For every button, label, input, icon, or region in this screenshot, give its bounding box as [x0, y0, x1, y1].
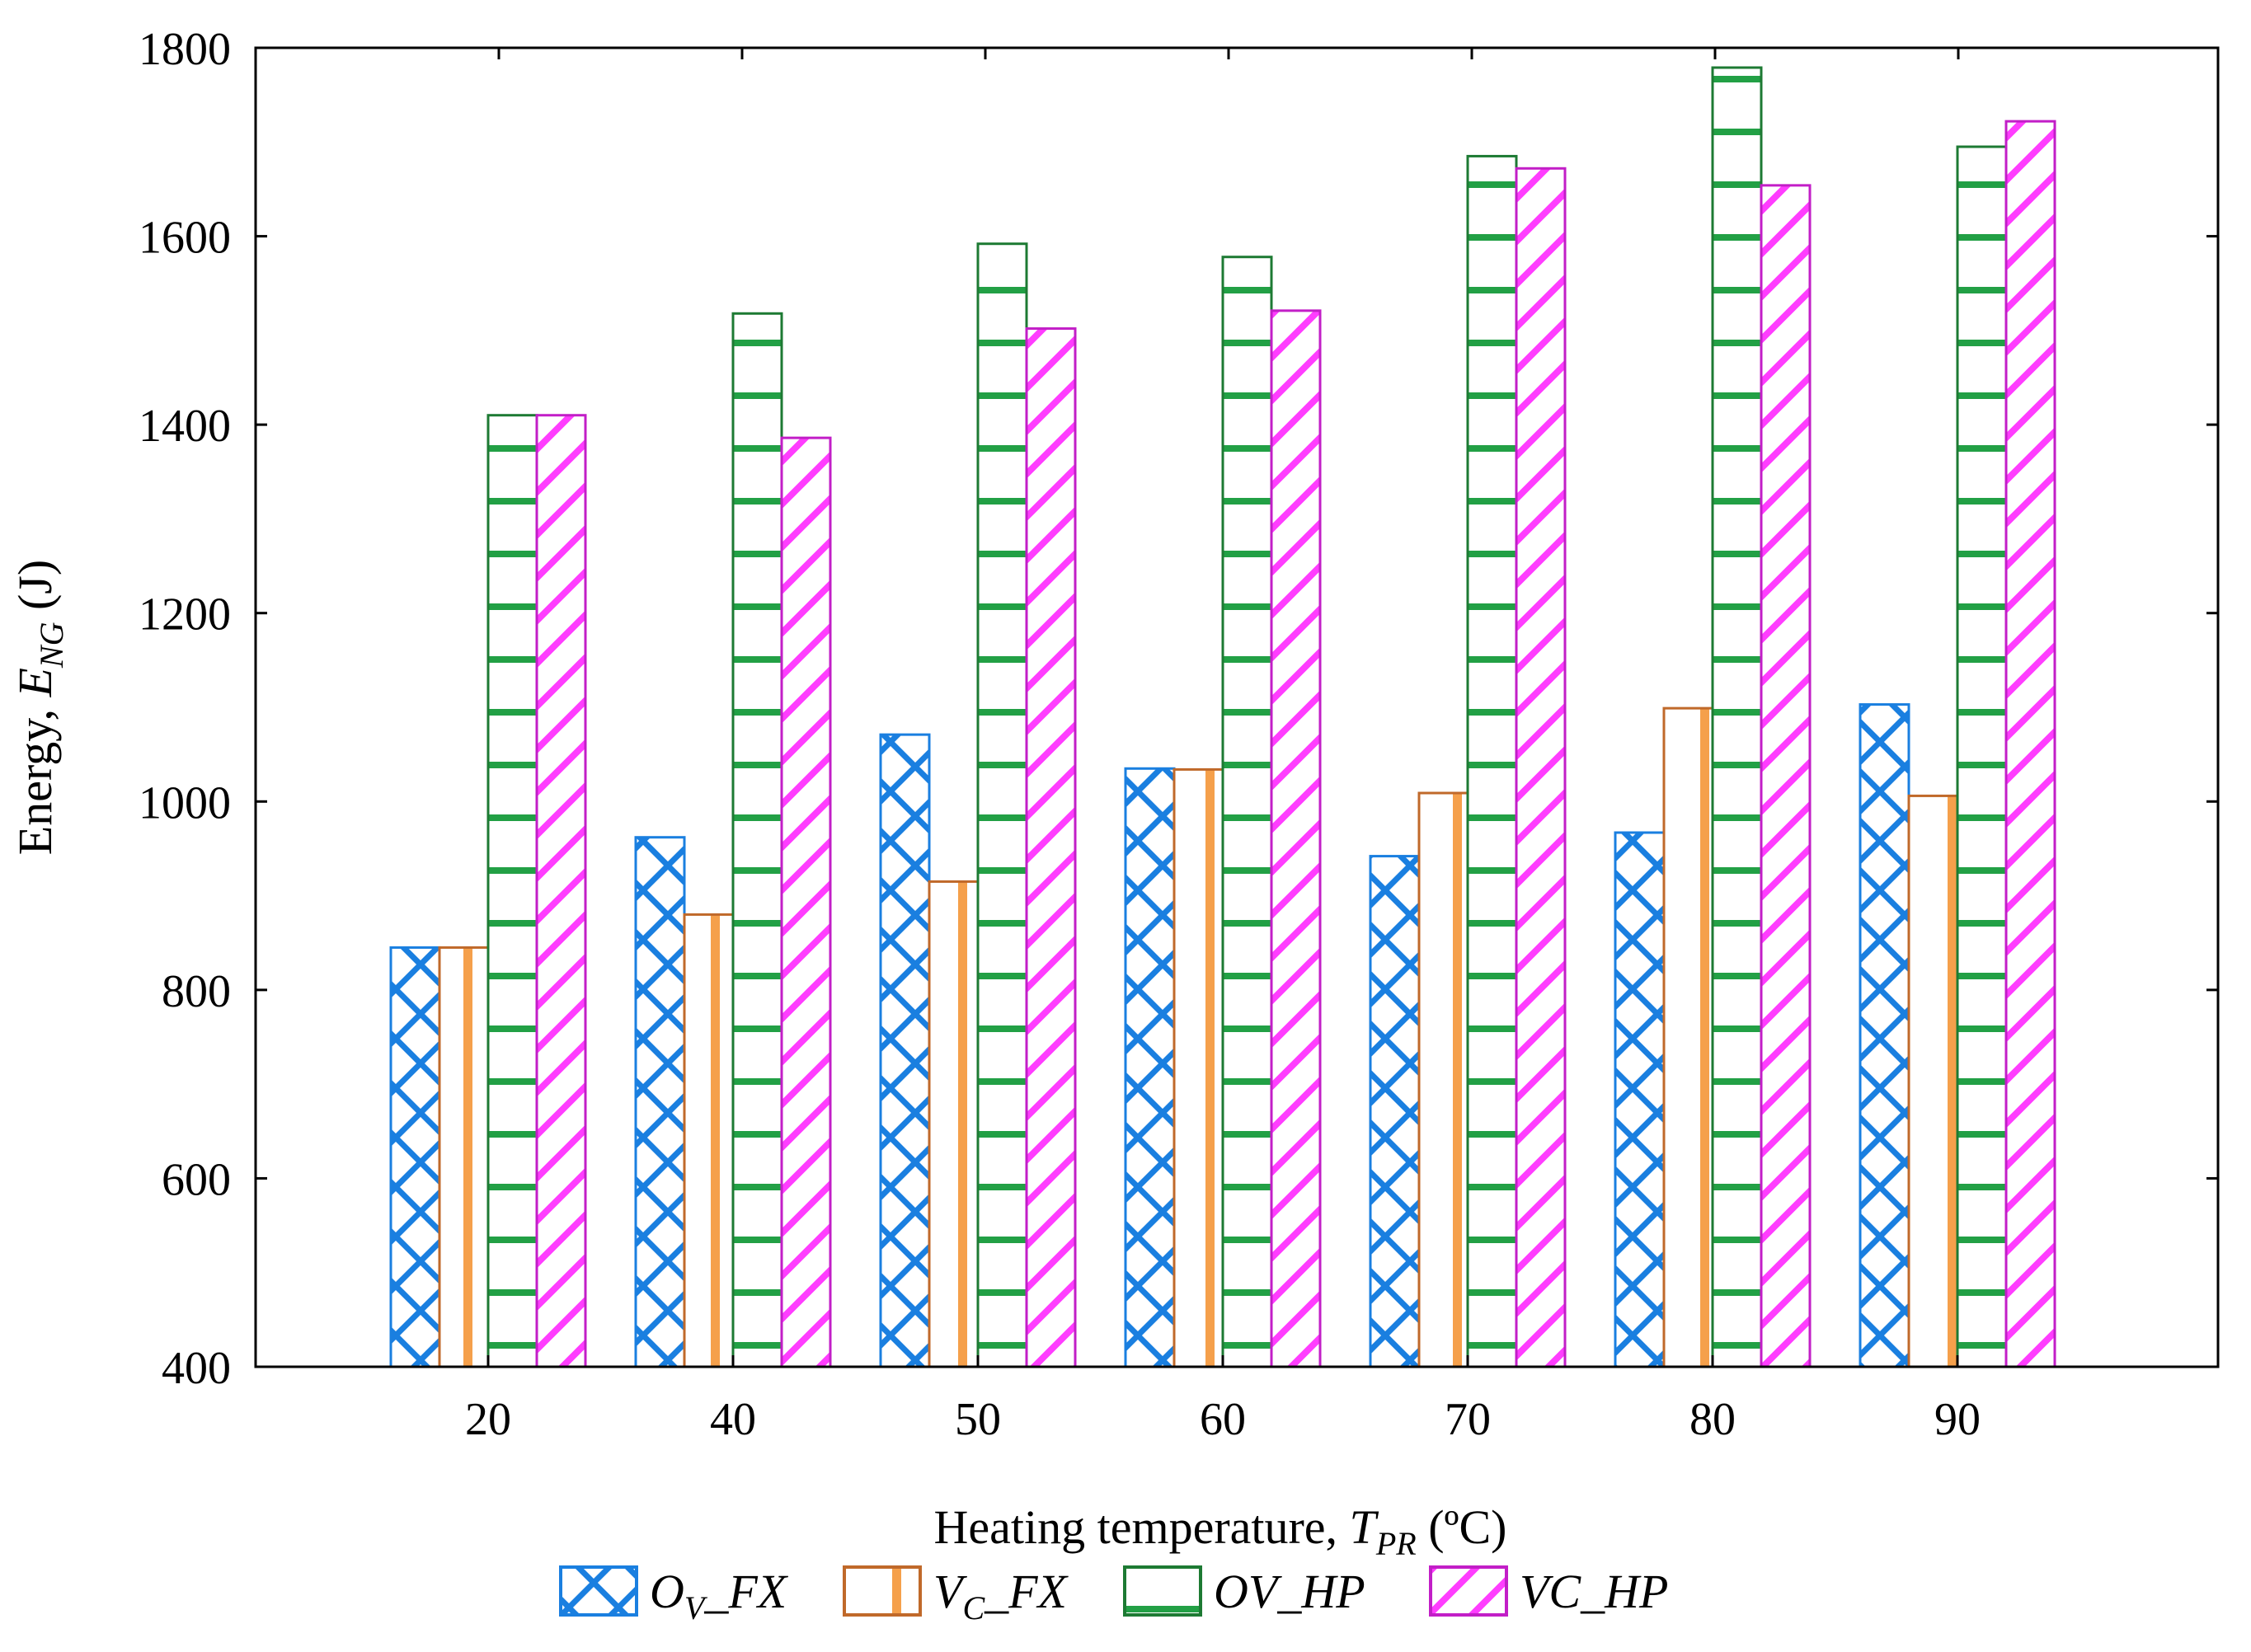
y-tick-label: 400 [162, 1343, 231, 1394]
bar-ov-hp-70 [1466, 154, 1518, 1368]
legend-swatch-ov-hp [1123, 1565, 1202, 1617]
bar-o-v-fx-80 [1614, 831, 1666, 1368]
bars-group [389, 66, 2056, 1368]
bar-o-v-fx-40 [634, 836, 686, 1368]
bar-vc-hp-90 [2004, 120, 2056, 1368]
bar-o-v-fx-60 [1124, 767, 1176, 1368]
plot-frame [254, 46, 2220, 1368]
bar-v-c-fx-60 [1172, 767, 1224, 1368]
legend-label-ov-hp: OV_HP [1214, 1565, 1365, 1618]
bar-ov-hp-80 [1711, 66, 1763, 1368]
y-tick-label: 1400 [139, 401, 231, 452]
y-tick-label: 1800 [139, 24, 231, 75]
bar-v-c-fx-90 [1907, 794, 1959, 1368]
x-tick-label: 20 [465, 1394, 511, 1445]
bar-v-c-fx-20 [438, 946, 490, 1368]
x-tick-label: 50 [955, 1394, 1001, 1445]
bar-vc-hp-40 [780, 436, 832, 1368]
legend-label-vc-hp: VC_HP [1520, 1565, 1668, 1618]
bar-vc-hp-70 [1515, 167, 1567, 1368]
bar-vc-hp-80 [1760, 184, 1812, 1368]
legend-label-o-v-fx: OV_FX [650, 1565, 789, 1626]
y-tick-label: 800 [162, 966, 231, 1017]
bar-ov-hp-40 [731, 312, 783, 1368]
bar-vc-hp-50 [1025, 327, 1077, 1368]
legend: OV_FX VC_FX OV_HP VC_HP [559, 1565, 1668, 1626]
x-tick-label: 60 [1200, 1394, 1246, 1445]
x-tick-label: 90 [1934, 1394, 1981, 1445]
bar-v-c-fx-80 [1662, 706, 1714, 1368]
y-tick-label: 600 [162, 1154, 231, 1205]
legend-swatch-vc-hp [1429, 1565, 1508, 1617]
x-tick-label: 40 [710, 1394, 756, 1445]
legend-swatch-v-c-fx [843, 1565, 922, 1617]
bar-ov-hp-50 [976, 242, 1028, 1368]
bar-vc-hp-60 [1270, 309, 1322, 1368]
bar-o-v-fx-20 [389, 946, 441, 1368]
legend-label-v-c-fx: VC_FX [933, 1565, 1069, 1626]
bar-ov-hp-90 [1956, 145, 2008, 1368]
y-axis-ticks: 400 600 800 1000 1200 1400 1600 1800 [139, 24, 2218, 1394]
y-tick-label: 1600 [139, 213, 231, 264]
bar-o-v-fx-90 [1859, 703, 1910, 1368]
bar-o-v-fx-70 [1369, 855, 1421, 1368]
x-axis-ticks: 20 40 50 60 70 80 90 [465, 1355, 1981, 1445]
y-axis-title: Energy, ENG (J) [8, 560, 70, 855]
bar-o-v-fx-50 [879, 733, 931, 1368]
legend-swatch-o-v-fx [559, 1565, 638, 1617]
y-tick-label: 1200 [139, 589, 231, 641]
bar-ov-hp-20 [486, 414, 538, 1368]
bar-v-c-fx-70 [1417, 791, 1469, 1368]
x-axis-title: Heating temperature, TPR (ºC) [934, 1500, 1507, 1562]
bar-vc-hp-20 [535, 414, 587, 1368]
bar-ov-hp-60 [1221, 256, 1273, 1368]
x-tick-label: 70 [1445, 1394, 1491, 1445]
bar-v-c-fx-40 [683, 913, 735, 1368]
bar-v-c-fx-50 [928, 880, 980, 1368]
x-tick-label: 80 [1689, 1394, 1736, 1445]
y-tick-label: 1000 [139, 777, 231, 828]
